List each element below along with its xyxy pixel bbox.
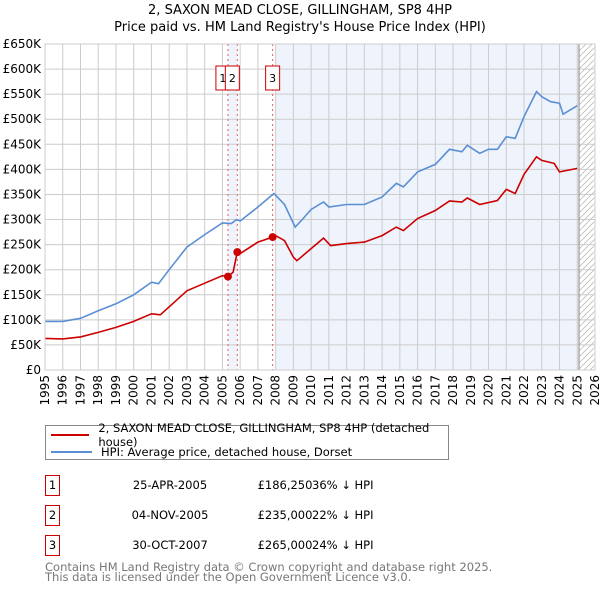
x-tick-label: 2006 — [233, 375, 247, 406]
x-tick-label: 2021 — [499, 375, 513, 406]
y-tick-label: £250K — [3, 238, 43, 252]
x-tick-label: 2008 — [269, 375, 283, 406]
y-tick-label: £450K — [3, 137, 43, 151]
y-tick-label: £300K — [3, 213, 43, 227]
x-tick-label: 1997 — [73, 375, 87, 406]
sale-marker-label: 3 — [269, 72, 276, 85]
x-tick-label: 1995 — [38, 375, 52, 406]
x-tick-label: 2012 — [340, 375, 354, 406]
plot-border — [44, 43, 596, 371]
y-tick-label: £150K — [3, 288, 43, 302]
chart-subtitle: Price paid vs. HM Land Registry's House … — [114, 20, 486, 35]
x-tick-label: 2023 — [535, 375, 549, 406]
sale-point — [233, 248, 242, 257]
x-tick-label: 2017 — [428, 375, 442, 406]
shaded-period — [227, 44, 238, 370]
transaction-hpi-diff: 24% ↓ HPI — [312, 538, 374, 552]
x-tick-label: 2000 — [127, 375, 141, 406]
legend: 2, SAXON MEAD CLOSE, GILLINGHAM, SP8 4HP… — [45, 421, 449, 460]
legend-line-property — [51, 434, 90, 436]
y-tick-label: £100K — [3, 313, 43, 327]
x-tick-label: 2025 — [570, 375, 584, 406]
sale-marker-label: 1 — [219, 72, 226, 85]
chart-title: 2, SAXON MEAD CLOSE, GILLINGHAM, SP8 4HP — [148, 3, 452, 18]
y-tick-label: £0 — [26, 363, 41, 377]
y-tick-label: £550K — [3, 87, 43, 101]
y-tick-label: £200K — [3, 263, 43, 277]
transaction-row: 1 25-APR-2005 £186,250 36% ↓ HPI — [45, 475, 465, 496]
price-chart: 1995 1996 1997 1998 1999 2000 2001 2002 2003 2004… — [3, 37, 600, 406]
x-tick-label: 2015 — [393, 375, 407, 406]
forecast-hatch — [579, 44, 595, 370]
sale-point — [268, 233, 277, 242]
y-tick-label: £600K — [3, 62, 43, 76]
x-tick-label: 2026 — [588, 375, 600, 406]
transaction-price: £235,000 — [257, 508, 313, 522]
legend-label-property: 2, SAXON MEAD CLOSE, GILLINGHAM, SP8 4HP… — [98, 421, 430, 449]
footer-copyright: Contains HM Land Registry data © Crown c… — [45, 560, 493, 574]
y-tick-label: £400K — [3, 162, 43, 176]
transaction-date: 25-APR-2005 — [132, 478, 208, 492]
x-tick-label: 2024 — [553, 375, 567, 406]
x-tick-label: 2010 — [304, 375, 318, 406]
sale-marker-box — [265, 65, 281, 91]
legend-item-property: 2, SAXON MEAD CLOSE, GILLINGHAM, SP8 4HP… — [51, 421, 448, 449]
x-tick-label: 1998 — [91, 375, 105, 406]
sale-point — [223, 272, 232, 281]
x-tick-label: 2003 — [180, 375, 194, 406]
x-tick-label: 2001 — [144, 375, 158, 406]
transaction-price: £186,250 — [257, 478, 313, 492]
legend-item-hpi: HPI: Average price, detached house, Dors… — [51, 444, 352, 460]
transaction-marker: 3 — [45, 535, 60, 556]
x-tick-label: 2007 — [251, 375, 265, 406]
y-tick-label: £650K — [3, 37, 43, 51]
x-tick-label: 2013 — [357, 375, 371, 406]
legend-label-hpi: HPI: Average price, detached house, Dors… — [101, 445, 353, 459]
transaction-row: 3 30-OCT-2007 £265,000 24% ↓ HPI — [45, 535, 465, 556]
transaction-date: 30-OCT-2007 — [132, 538, 208, 552]
x-tick-label: 2016 — [411, 375, 425, 406]
legend-line-hpi — [51, 451, 92, 453]
transaction-marker: 1 — [45, 475, 60, 496]
x-tick-label: 1999 — [109, 375, 123, 406]
y-tick-label: £500K — [3, 112, 43, 126]
x-tick-label: 2014 — [375, 375, 389, 406]
x-tick-label: 2022 — [517, 375, 531, 406]
x-tick-label: 2019 — [464, 375, 478, 406]
shaded-period — [275, 44, 580, 370]
footer-licence: This data is licensed under the Open Gov… — [45, 570, 412, 584]
transaction-marker: 2 — [45, 505, 60, 526]
x-tick-label: 2009 — [286, 375, 300, 406]
series-line — [45, 90, 578, 323]
series-line — [44, 155, 578, 340]
transaction-price: £265,000 — [257, 538, 313, 552]
x-tick-label: 1996 — [56, 375, 70, 406]
x-tick-label: 2018 — [446, 375, 460, 406]
y-tick-label: £50K — [10, 338, 42, 352]
x-tick-label: 2020 — [482, 375, 496, 406]
x-tick-label: 2004 — [198, 375, 212, 406]
transaction-hpi-diff: 36% ↓ HPI — [312, 478, 374, 492]
transaction-hpi-diff: 22% ↓ HPI — [312, 508, 374, 522]
x-tick-label: 2002 — [162, 375, 176, 406]
transaction-date: 04-NOV-2005 — [131, 508, 209, 522]
sale-marker-box — [224, 65, 240, 91]
x-tick-label: 2011 — [322, 375, 336, 406]
sale-marker-label: 2 — [229, 72, 236, 85]
x-tick-label: 2005 — [215, 375, 229, 406]
transaction-row: 2 04-NOV-2005 £235,000 22% ↓ HPI — [45, 505, 465, 526]
y-tick-label: £350K — [3, 187, 43, 201]
